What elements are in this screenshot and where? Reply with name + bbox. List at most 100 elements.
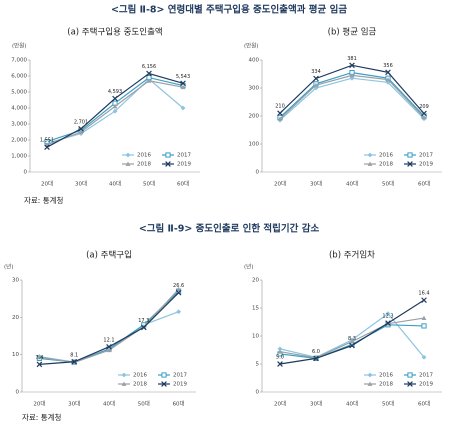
x-tick-label: 20대 <box>41 180 53 188</box>
marker <box>421 297 427 303</box>
x-tick-label: 40대 <box>346 400 358 408</box>
legend-label: 2019 <box>173 382 187 388</box>
legend-label: 2018 <box>133 382 147 388</box>
marker <box>112 95 118 102</box>
y-tick-label: 4,000 <box>11 106 27 112</box>
marker <box>349 75 355 81</box>
x-tick-label: 20대 <box>274 180 286 188</box>
y-tick-label: 10 <box>252 334 259 340</box>
legend-label: 2018 <box>137 162 151 168</box>
x-tick-label: 40대 <box>109 180 121 188</box>
marker <box>78 129 84 134</box>
marker <box>349 342 355 349</box>
marker <box>71 358 78 365</box>
value-label: 12.3 <box>382 314 393 320</box>
value-label: 26.6 <box>173 283 184 289</box>
legend-label: 2019 <box>177 162 191 168</box>
marker <box>175 289 182 296</box>
source: 자료: 통계청 <box>22 412 61 422</box>
legend-label: 2017 <box>173 373 187 379</box>
y-tick-label: 6,000 <box>11 74 27 80</box>
marker <box>421 323 427 329</box>
legend-label: 2016 <box>137 153 151 159</box>
legend-marker <box>125 161 131 166</box>
figure-title: <그림 Ⅱ-9> 중도인출로 인한 적립기간 감소 <box>139 223 320 235</box>
legend-label: 2016 <box>379 153 393 159</box>
value-label: 4,593 <box>108 89 122 95</box>
x-tick-label: 50대 <box>382 400 394 408</box>
legend-marker <box>161 381 167 387</box>
y-axis-unit: (만원) <box>12 42 26 50</box>
marker <box>421 110 427 117</box>
marker <box>313 355 319 362</box>
y-tick-label: 30 <box>12 278 19 284</box>
y-tick-label: 0 <box>16 390 20 396</box>
marker <box>277 110 283 117</box>
y-tick-label: 3,000 <box>11 122 27 128</box>
legend-marker <box>407 152 413 158</box>
y-tick-label: 10 <box>12 352 19 358</box>
marker <box>421 315 427 320</box>
marker <box>277 346 283 352</box>
marker <box>180 84 186 90</box>
y-tick-label: 20 <box>252 278 259 284</box>
y-tick-label: 2,000 <box>11 138 27 144</box>
x-tick-label: 60대 <box>418 400 430 408</box>
legend-marker <box>121 372 127 378</box>
x-tick-label: 30대 <box>310 180 322 188</box>
legend-marker <box>367 372 373 378</box>
y-tick-label: 5,000 <box>11 90 27 96</box>
legend-label: 2018 <box>379 162 393 168</box>
marker <box>106 344 112 350</box>
value-label: 1,551 <box>40 138 54 144</box>
marker <box>385 311 391 316</box>
y-axis-unit: (만원) <box>244 42 258 50</box>
x-tick-label: 30대 <box>68 400 80 408</box>
marker <box>140 324 147 331</box>
legend-label: 2016 <box>133 373 147 379</box>
marker <box>112 104 118 109</box>
x-tick-label: 50대 <box>138 400 150 408</box>
value-label: 17.3 <box>138 318 149 324</box>
marker <box>385 320 391 326</box>
source: 자료: 통계청 <box>24 195 63 205</box>
marker <box>176 286 181 292</box>
marker <box>277 116 283 121</box>
value-label: 356 <box>383 63 393 69</box>
x-tick-label: 60대 <box>173 400 185 408</box>
marker <box>36 361 43 368</box>
legend-marker <box>165 152 171 158</box>
x-tick-label: 30대 <box>310 400 322 408</box>
y-axis-unit: (년) <box>4 263 13 271</box>
marker <box>180 80 186 87</box>
value-label: 209 <box>419 104 429 110</box>
marker <box>349 73 355 78</box>
y-tick-label: 400 <box>249 58 260 64</box>
marker <box>146 78 152 83</box>
y-tick-label: 7,000 <box>11 58 27 64</box>
y-tick-label: 0 <box>256 170 260 176</box>
legend-marker <box>161 372 167 378</box>
legend-marker <box>367 161 373 166</box>
marker <box>277 361 283 367</box>
value-label: 5,543 <box>176 74 190 80</box>
value-label: 8.1 <box>70 352 78 358</box>
series-line <box>39 292 180 365</box>
value-label: 5.0 <box>276 355 284 361</box>
x-tick-label: 40대 <box>346 180 358 188</box>
marker <box>176 309 181 315</box>
value-label: 6,156 <box>142 64 156 70</box>
legend-label: 2019 <box>419 382 433 388</box>
legend-label: 2017 <box>177 153 191 159</box>
marker <box>421 115 427 120</box>
y-tick-label: 100 <box>249 142 260 148</box>
marker <box>349 62 355 69</box>
value-label: 2,701 <box>74 119 88 125</box>
legend-label: 2018 <box>379 382 393 388</box>
x-tick-label: 50대 <box>143 180 155 188</box>
value-label: 16.4 <box>418 291 429 297</box>
legend-label: 2019 <box>419 162 433 168</box>
y-tick-label: 5 <box>256 362 260 368</box>
y-tick-label: 20 <box>12 315 19 321</box>
